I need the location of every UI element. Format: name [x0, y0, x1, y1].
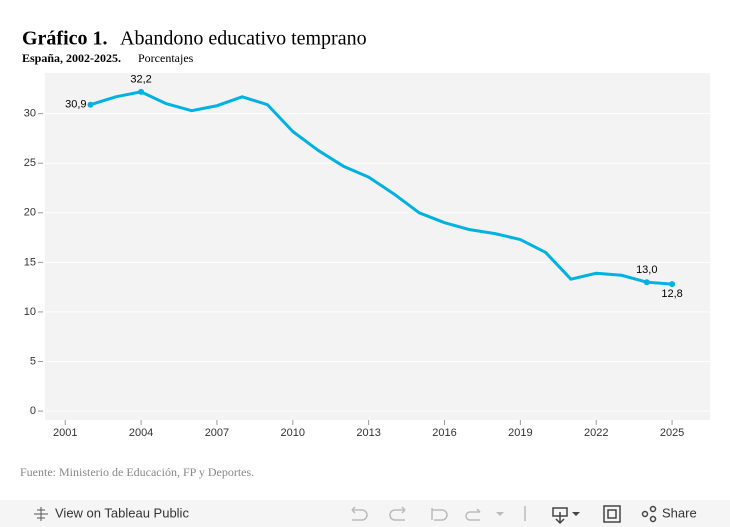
- x-tick-label: 2013: [356, 427, 380, 439]
- y-tick-label: 5: [30, 355, 36, 367]
- y-tick-label: 20: [24, 207, 36, 219]
- x-tick-label: 2007: [205, 427, 229, 439]
- chart-title-rest: Abandono educativo temprano: [120, 28, 367, 50]
- line: [90, 90, 673, 286]
- y-tick-label: 30: [24, 108, 36, 120]
- x-tick-label: 2001: [53, 427, 77, 439]
- point: [138, 88, 145, 95]
- chart-subtitle-rest: Porcentajes: [138, 51, 194, 65]
- x-tick-label: 2019: [508, 427, 532, 439]
- source: Fuente: Ministerio de Educación, FP y De…: [20, 465, 254, 479]
- y-tick-label: 10: [24, 306, 36, 318]
- dropdown[interactable]: [496, 512, 504, 516]
- x-tick-label: 2004: [129, 427, 153, 439]
- x-tick-label: 2016: [432, 427, 456, 439]
- chart-title: Gráfico 1.: [22, 28, 108, 50]
- plot-area: [45, 73, 710, 420]
- point: [87, 101, 94, 108]
- x-tick-label: 2025: [660, 427, 684, 439]
- value-label: 12,8: [661, 288, 682, 300]
- value-label: 13,0: [636, 264, 657, 276]
- toolbar-icons-right[interactable]: [552, 505, 657, 525]
- point: [643, 279, 650, 286]
- value-label: 32,2: [130, 74, 151, 86]
- tableau-icon[interactable]: [34, 507, 48, 521]
- y-tick-label: 25: [24, 157, 36, 169]
- y-tick-label: 15: [24, 256, 36, 268]
- dropdown[interactable]: [572, 512, 580, 516]
- value-label: 30,9: [65, 99, 86, 111]
- x-tick-label: 2022: [584, 427, 608, 439]
- view-link[interactable]: View on Tableau Public: [55, 505, 189, 520]
- share-button[interactable]: Share: [662, 505, 697, 520]
- x-tick-label: 2010: [281, 427, 305, 439]
- point: [669, 281, 676, 288]
- y-tick-label: 0: [30, 405, 36, 417]
- chart-subtitle: España, 2002-2025.: [22, 51, 121, 65]
- toolbar-icons[interactable]: [351, 506, 526, 521]
